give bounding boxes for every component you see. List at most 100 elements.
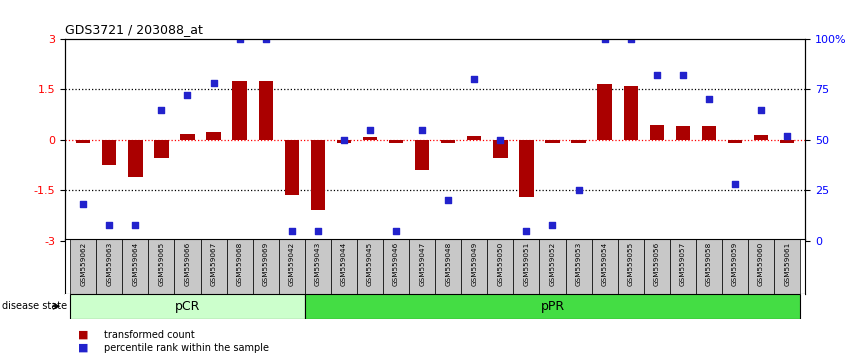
Point	[468, 76, 481, 82]
Bar	[311, 140, 325, 210]
Bar	[154, 140, 169, 158]
Point	[728, 181, 742, 187]
Bar	[389, 140, 404, 143]
Text: GSM559045: GSM559045	[367, 242, 373, 286]
Bar	[696, 239, 722, 294]
Bar	[201, 239, 227, 294]
Bar	[701, 126, 716, 140]
Text: GSM559052: GSM559052	[550, 242, 555, 286]
Bar	[357, 239, 383, 294]
Bar	[122, 239, 148, 294]
Text: GSM559058: GSM559058	[706, 242, 712, 286]
Bar	[76, 140, 90, 143]
Point	[754, 107, 768, 113]
Text: ■: ■	[78, 330, 88, 339]
Point	[311, 228, 325, 234]
Bar	[331, 239, 357, 294]
Bar	[409, 239, 435, 294]
Text: transformed count: transformed count	[104, 330, 195, 339]
Point	[76, 201, 90, 207]
Text: pPR: pPR	[540, 300, 565, 313]
Bar	[363, 137, 378, 140]
Point	[702, 97, 716, 102]
Bar	[96, 239, 122, 294]
Point	[180, 93, 194, 98]
Text: GSM559063: GSM559063	[107, 242, 113, 286]
Bar	[565, 239, 591, 294]
Point	[624, 36, 637, 42]
Text: GSM559044: GSM559044	[341, 242, 347, 286]
Bar	[337, 140, 351, 143]
Text: GSM559042: GSM559042	[288, 242, 294, 286]
Text: GSM559067: GSM559067	[210, 242, 216, 286]
Bar	[467, 136, 481, 140]
Bar	[520, 140, 533, 197]
Bar	[722, 239, 748, 294]
Bar	[514, 239, 540, 294]
Text: GSM559056: GSM559056	[654, 242, 660, 286]
Bar	[232, 81, 247, 140]
Text: GSM559049: GSM559049	[471, 242, 477, 286]
Point	[207, 80, 221, 86]
Text: GSM559059: GSM559059	[732, 242, 738, 286]
Bar	[180, 134, 195, 140]
Point	[128, 222, 142, 227]
Bar	[624, 86, 638, 140]
Point	[102, 222, 116, 227]
Bar	[279, 239, 305, 294]
Point	[572, 188, 585, 193]
Text: GSM559055: GSM559055	[628, 242, 634, 286]
Bar	[383, 239, 409, 294]
Text: GSM559060: GSM559060	[758, 242, 764, 286]
Point	[780, 133, 794, 139]
Bar	[174, 239, 201, 294]
Point	[363, 127, 377, 133]
Text: GSM559065: GSM559065	[158, 242, 165, 286]
Bar	[462, 239, 488, 294]
Text: GSM559064: GSM559064	[132, 242, 139, 286]
Bar	[572, 140, 585, 143]
Bar	[227, 239, 253, 294]
Bar	[643, 239, 669, 294]
Point	[285, 228, 299, 234]
Bar	[669, 239, 696, 294]
Bar	[493, 140, 507, 158]
Bar	[598, 84, 611, 140]
Text: GSM559069: GSM559069	[262, 242, 268, 286]
Bar	[591, 239, 617, 294]
Bar	[70, 294, 305, 319]
Text: GSM559057: GSM559057	[680, 242, 686, 286]
Bar	[754, 135, 768, 140]
Text: GSM559047: GSM559047	[419, 242, 425, 286]
Point	[259, 36, 273, 42]
Bar	[259, 81, 273, 140]
Text: GSM559043: GSM559043	[315, 242, 320, 286]
Point	[389, 228, 403, 234]
Point	[154, 107, 168, 113]
Point	[598, 36, 611, 42]
Point	[546, 222, 559, 227]
Bar	[305, 294, 800, 319]
Bar	[285, 140, 299, 195]
Bar	[102, 140, 116, 165]
Text: GSM559066: GSM559066	[184, 242, 191, 286]
Text: GSM559061: GSM559061	[784, 242, 790, 286]
Bar	[727, 140, 742, 143]
Text: disease state: disease state	[2, 301, 67, 311]
Text: GSM559054: GSM559054	[602, 242, 608, 286]
Point	[494, 137, 507, 143]
Text: GSM559046: GSM559046	[393, 242, 399, 286]
Bar	[436, 239, 462, 294]
Bar	[415, 140, 430, 170]
Text: ■: ■	[78, 343, 88, 353]
Bar	[128, 140, 143, 177]
Bar	[675, 126, 690, 140]
Point	[520, 228, 533, 234]
Bar	[780, 140, 794, 143]
Bar	[441, 140, 456, 143]
Bar	[617, 239, 643, 294]
Bar	[774, 239, 800, 294]
Point	[337, 137, 351, 143]
Point	[442, 198, 456, 203]
Bar	[546, 140, 559, 143]
